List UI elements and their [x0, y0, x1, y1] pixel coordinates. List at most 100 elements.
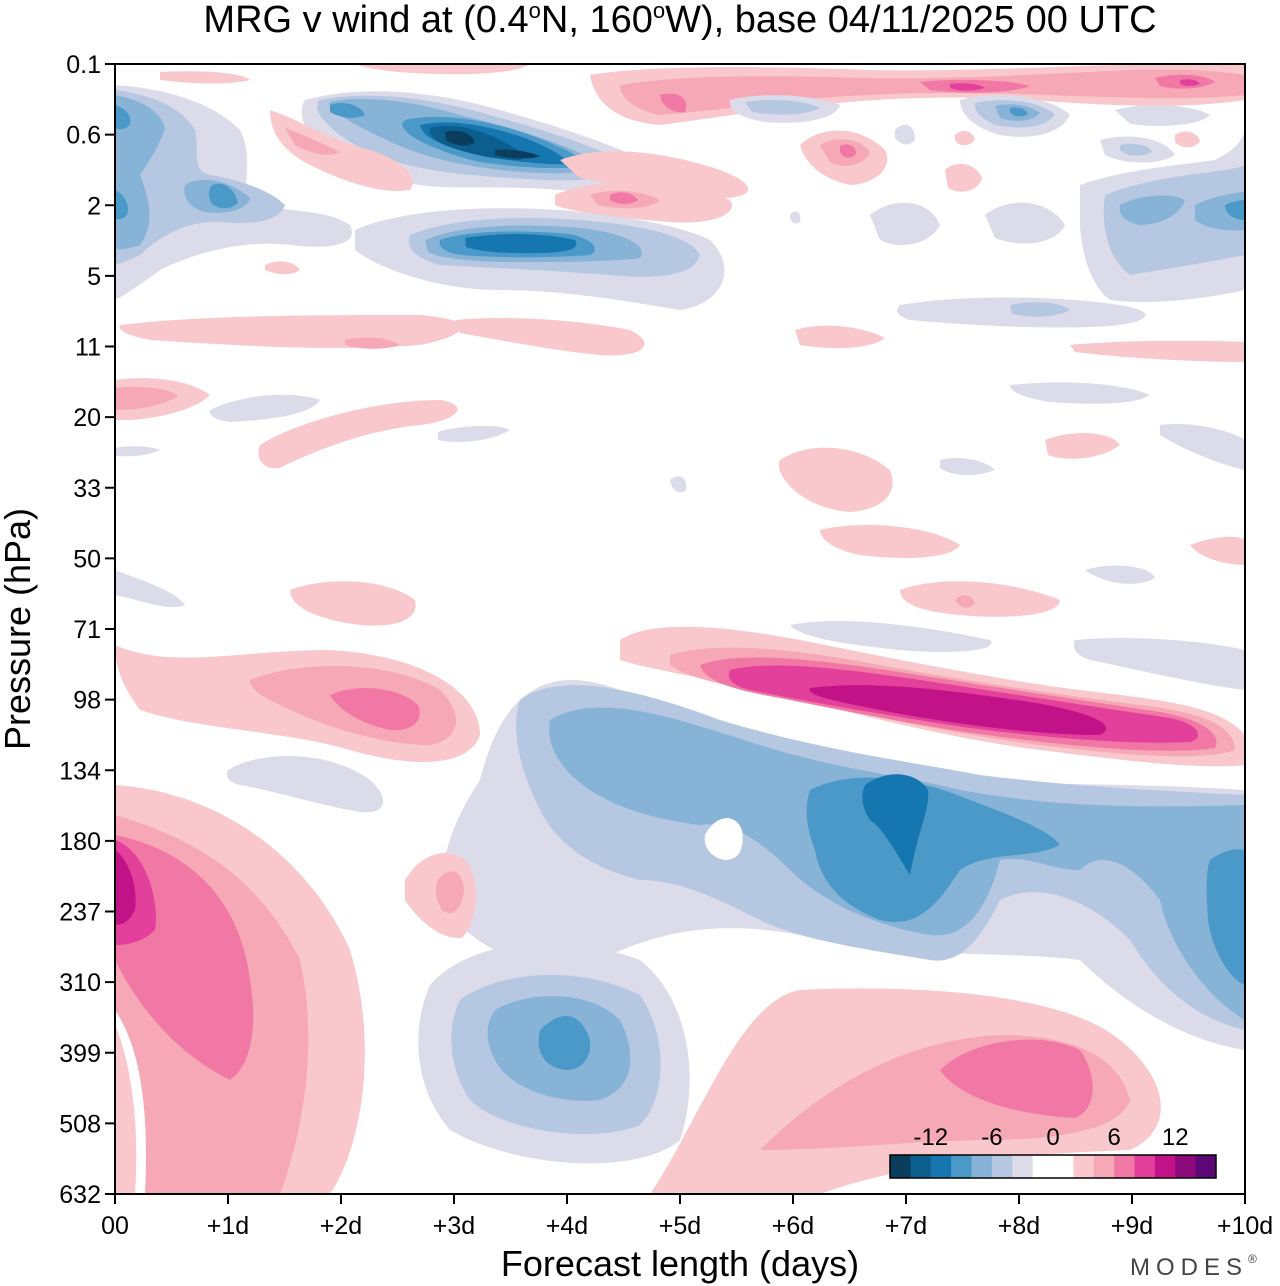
y-tick-label: 180 [59, 828, 101, 856]
contour-neg-upper-left-8a [115, 105, 131, 130]
contour-pos-patch-3d-4 [435, 871, 464, 914]
contour-neg-patch-33-d [1160, 423, 1245, 470]
contour-pos-upper-a [270, 110, 413, 191]
colorbar-swatch [1032, 1155, 1054, 1178]
x-tick-label: +5d [659, 1212, 701, 1240]
colorbar-swatch [971, 1155, 993, 1178]
colorbar-swatch [910, 1155, 932, 1178]
contour-neg-patch-20-e [115, 446, 160, 457]
y-tick-label: 11 [75, 334, 101, 362]
colorbar-swatch [1073, 1155, 1095, 1178]
x-axis-label: Forecast length (days) [501, 1243, 859, 1284]
contour-neg-patch-20-c [209, 394, 320, 422]
y-axis-label: Pressure (hPa) [0, 508, 38, 750]
contour-pos-top-10 [950, 83, 985, 91]
contour-pos-patch-11-d [1070, 340, 1245, 362]
contour-neg-core-14 [445, 130, 475, 146]
contour-pos-top-2b [355, 64, 530, 75]
contour-pos-surface-inner [115, 1025, 137, 1194]
y-tick-label: 71 [73, 616, 101, 644]
contour-neg-patch-71 [790, 620, 992, 652]
contour-pos-topright-e8 [840, 144, 856, 158]
colorbar-swatch [1175, 1155, 1197, 1178]
contour-neg-uppertrop-right-8 [1206, 849, 1245, 985]
y-axis: 0.1 0.6 2 5 11 20 33 50 71 98 134 180 237 310 399 508 63… [59, 51, 115, 1209]
contour-pos-patch-20-b [258, 400, 458, 469]
contour-neg-patch-left2 [115, 570, 185, 608]
colorbar-label: 6 [1107, 1124, 1120, 1151]
colorbar-swatch [890, 1155, 911, 1178]
contour-neg-mid-strat-b [985, 202, 1065, 244]
contour-pos-top-10b [1180, 79, 1200, 86]
contour-pos-top-2 [160, 71, 250, 84]
y-tick-label: 310 [59, 969, 101, 997]
x-tick-label: +1d [207, 1212, 249, 1240]
contour-pos-top-4 [620, 69, 1245, 115]
y-tick-label: 508 [59, 1110, 101, 1138]
contour-pos-upper-d [265, 261, 300, 275]
contour-neg-patch-20-d [438, 426, 510, 442]
contour-neg-topright-d4 [1120, 143, 1152, 156]
x-tick-label: +4d [546, 1212, 588, 1240]
y-tick-label: 2 [87, 192, 101, 220]
contour-neg-right-strat-6b [1195, 192, 1245, 231]
contour-pos-upper-b8 [610, 192, 638, 205]
colorbar-swatch [930, 1155, 952, 1178]
contour-neg-core-left-8 [330, 103, 365, 118]
contour-neg-mid-strat-d [790, 211, 801, 224]
x-tick-label: 00 [101, 1212, 129, 1240]
contour-neg-uppertrop-10 [862, 774, 929, 875]
contour-neg-upper-left-8c [115, 190, 128, 220]
x-tick-label: +2d [320, 1212, 362, 1240]
contour-pos-midtrop-8 [940, 1039, 1093, 1118]
colorbar-swatch [951, 1155, 972, 1178]
contour-neg-right-strat-8 [1225, 200, 1245, 220]
contour-pos-patch-33-a [778, 447, 893, 512]
colorbar-swatch [1114, 1155, 1135, 1178]
contour-pos-patch-50-b [820, 525, 960, 558]
colorbar-swatch [991, 1155, 1013, 1178]
contour-pos-topright-f [945, 163, 982, 192]
contour-zero-hole [704, 818, 743, 860]
y-tick-label: 33 [73, 475, 101, 503]
contour-pos-upper-a4 [285, 128, 340, 155]
colorbar-border [889, 1154, 1217, 1179]
contour-pos-upper-c [560, 151, 749, 198]
contour-neg-patch-11-e4 [1010, 302, 1070, 317]
contour-neg-topright-a4 [745, 100, 820, 115]
brand-logo: MODES® [1130, 1252, 1263, 1281]
contour-neg-topright-c [1115, 105, 1210, 126]
contour-neg-mid-strat-c [895, 124, 915, 145]
x-tick-label: +7d [885, 1212, 927, 1240]
contour-pos-patch-11-a4 [345, 337, 400, 349]
plot-area [115, 64, 1245, 1194]
colorbar-label: -12 [913, 1124, 948, 1151]
contour-pos-patch-50-d [955, 595, 975, 608]
x-tick-label: +8d [998, 1212, 1040, 1240]
colorbar-swatch [1134, 1155, 1156, 1178]
contour-neg-upper-left-8b [209, 183, 238, 209]
x-tick-label: +9d [1111, 1212, 1153, 1240]
colorbar-swatch [1012, 1155, 1034, 1178]
colorbar-swatch [1053, 1155, 1074, 1178]
y-tick-label: 5 [87, 263, 101, 291]
contour-pos-patch-50-a [290, 581, 416, 626]
contour-neg-patch-20-f [1010, 382, 1150, 404]
contour-neg-patch-33-e [670, 476, 687, 493]
y-tick-label: 632 [59, 1181, 101, 1209]
colorbar-swatch [1154, 1155, 1176, 1178]
contour-pos-lowstrat-left-8 [330, 687, 420, 731]
y-tick-label: 399 [59, 1040, 101, 1068]
y-tick-label: 0.1 [66, 51, 101, 79]
y-tick-label: 0.6 [66, 122, 101, 150]
colorbar-label: -6 [981, 1124, 1002, 1151]
contour-neg-patch-71-right [1073, 638, 1245, 690]
colorbar-swatch [1093, 1155, 1115, 1178]
contour-pos-top-8 [660, 93, 687, 113]
contour-neg-topright-b8 [1010, 107, 1028, 117]
contour-pos-patch-11-c [795, 325, 885, 349]
contour-neg-band-10 [465, 234, 577, 254]
contour-neg-patch-33-c [940, 458, 995, 476]
contour-neg-right-strat-6 [1119, 195, 1185, 225]
contour-neg-right-strat-4 [1103, 165, 1245, 275]
